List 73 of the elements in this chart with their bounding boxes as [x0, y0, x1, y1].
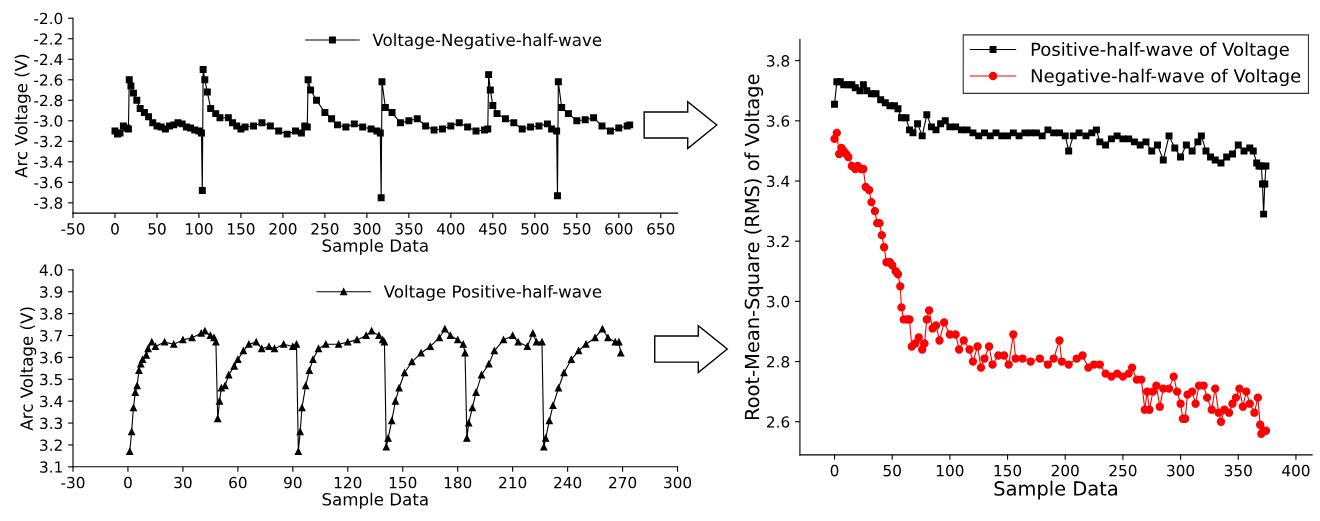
x-tick-label: 0 [111, 223, 119, 235]
x-tick-label: -30 [61, 476, 85, 489]
legend-label: Voltage Positive-half-wave [383, 284, 602, 302]
x-tick-label: 150 [228, 223, 255, 235]
x-tick-label: -50 [61, 223, 85, 235]
x-tick-label: 50 [883, 464, 901, 477]
x-tick-label: 600 [605, 223, 633, 235]
x-tick-label: 350 [395, 223, 423, 235]
y-axis-title: Arc Voltage (V) [14, 54, 31, 178]
y-tick-label: -2.6 [34, 74, 63, 86]
y-tick-label: 3.5 [40, 373, 62, 386]
x-tick-label: 300 [1167, 464, 1195, 477]
x-tick-label: 0 [830, 464, 839, 477]
x-tick-label: 150 [994, 464, 1022, 477]
x-tick-label: 90 [284, 476, 302, 489]
x-tick-label: 250 [1109, 464, 1137, 477]
y-tick-label: -2.8 [34, 94, 63, 107]
x-tick-label: 450 [479, 223, 507, 235]
y-tick-label: 3.2 [40, 439, 62, 451]
y-tick-label: 3.6 [40, 351, 63, 364]
legend-label: Voltage-Negative-half-wave [372, 33, 602, 50]
x-tick-label: 300 [353, 223, 381, 235]
x-tick-label: 500 [521, 223, 549, 235]
y-tick-label: 3.1 [40, 461, 62, 473]
x-tick-label: 180 [444, 476, 472, 489]
y-tick-label: 3.2 [767, 235, 789, 248]
x-tick-label: 240 [554, 476, 582, 489]
x-tick-label: 100 [936, 464, 964, 477]
y-tick-label: 3.9 [40, 286, 63, 298]
y-tick-label: 3.4 [767, 175, 790, 188]
legend-label: Negative-half-wave of Voltage [1031, 68, 1301, 87]
x-tick-label: 120 [334, 476, 362, 489]
x-axis-title: Sample Data [322, 492, 428, 509]
x-tick-label: 650 [647, 223, 675, 235]
y-tick-label: -3.4 [34, 156, 63, 168]
y-tick-label: 3.0 [767, 295, 790, 308]
x-axis-title: Sample Data [322, 238, 428, 256]
y-tick-label: -3.8 [34, 197, 63, 209]
y-tick-label: -2.0 [34, 12, 63, 25]
x-tick-label: 0 [124, 476, 132, 489]
y-axis-title: Arc Voltage (V) [20, 307, 37, 431]
y-tick-label: -3.2 [34, 135, 62, 148]
x-tick-label: 250 [311, 223, 339, 235]
y-tick-label: -2.4 [34, 53, 63, 66]
x-tick-label: 100 [186, 223, 213, 235]
x-tick-label: 50 [148, 223, 166, 235]
y-tick-label: -3.6 [34, 176, 63, 189]
x-tick-label: 400 [437, 223, 465, 235]
y-tick-label: 3.8 [767, 55, 790, 67]
y-tick-label: 2.6 [767, 416, 790, 428]
x-tick-label: 300 [664, 476, 692, 489]
y-tick-label: 3.3 [40, 417, 63, 430]
x-tick-label: 550 [563, 223, 591, 235]
legend-label: Positive-half-wave of Voltage [1031, 42, 1289, 60]
y-axis-title: Root-Mean-Square (RMS) of Voltage [744, 74, 764, 420]
y-tick-label: 2.8 [767, 356, 790, 368]
x-tick-label: 200 [269, 223, 297, 235]
x-tick-label: 270 [609, 476, 637, 489]
y-tick-label: -3.0 [34, 115, 63, 127]
x-tick-label: 200 [1051, 464, 1079, 477]
x-tick-label: 30 [174, 476, 192, 489]
y-tick-label: -2.2 [34, 33, 62, 45]
y-tick-label: 4.0 [39, 264, 63, 276]
y-tick-label: 3.6 [767, 115, 790, 127]
x-tick-label: 400 [1282, 464, 1310, 477]
x-tick-label: 60 [229, 476, 247, 489]
x-tick-label: 210 [499, 476, 527, 489]
y-tick-label: 3.4 [40, 395, 63, 408]
y-tick-label: 3.8 [40, 308, 63, 320]
y-tick-label: 3.7 [40, 329, 62, 342]
x-axis-title: Sample Data [994, 480, 1117, 500]
x-tick-label: 150 [389, 476, 417, 489]
x-tick-label: 350 [1224, 464, 1252, 477]
